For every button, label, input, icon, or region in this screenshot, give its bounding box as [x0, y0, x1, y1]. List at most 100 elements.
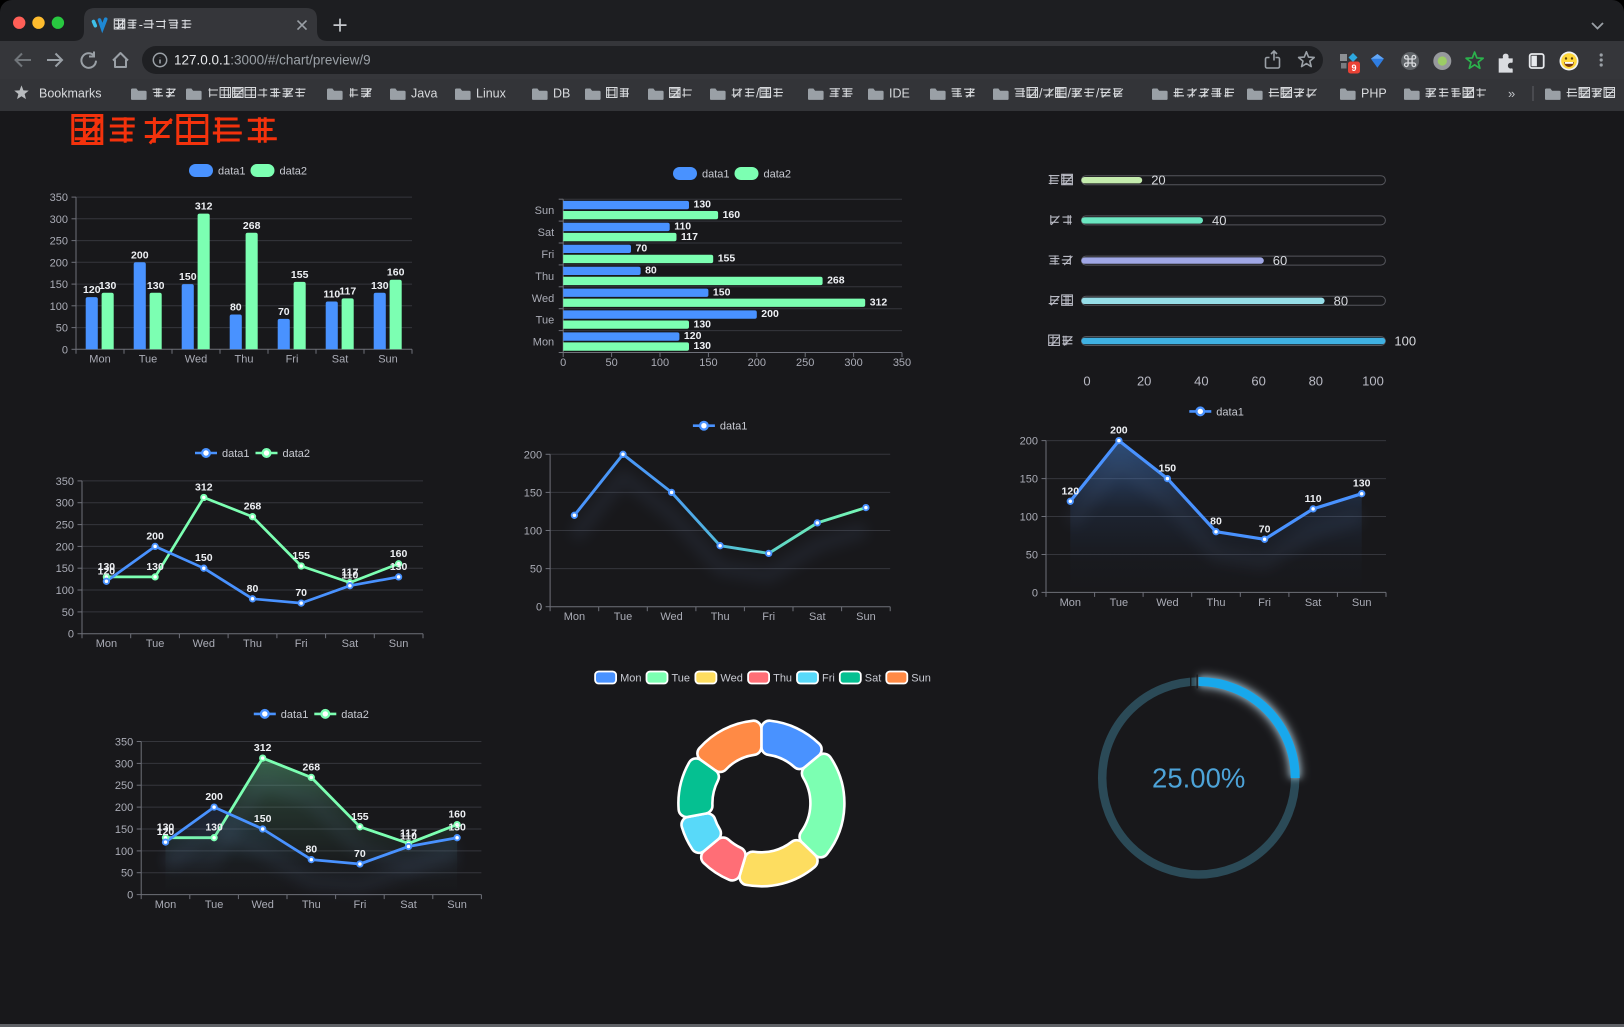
svg-text:150: 150 [50, 279, 68, 291]
svg-text:250: 250 [50, 236, 68, 248]
svg-text:127.0.0.1: 127.0.0.1 [174, 53, 230, 68]
svg-text:120: 120 [684, 330, 702, 342]
svg-text:IDE: IDE [889, 87, 910, 101]
svg-text:data1: data1 [720, 421, 748, 433]
svg-text:Fri: Fri [286, 354, 299, 366]
svg-text:200: 200 [205, 791, 223, 803]
svg-text:Tue: Tue [536, 315, 555, 327]
svg-text:130: 130 [694, 318, 712, 330]
svg-text:0: 0 [62, 344, 68, 356]
svg-text:Sat: Sat [342, 638, 359, 650]
svg-text:200: 200 [146, 530, 164, 542]
svg-text:130: 130 [146, 561, 164, 573]
svg-text:300: 300 [844, 357, 862, 369]
svg-text:Thu: Thu [243, 638, 262, 650]
svg-text:Wed: Wed [720, 673, 742, 685]
svg-text:160: 160 [387, 267, 405, 279]
svg-text:130: 130 [371, 280, 389, 292]
svg-text:200: 200 [56, 541, 74, 553]
svg-text:Mon: Mon [564, 611, 585, 623]
svg-text:150: 150 [195, 552, 213, 564]
svg-text:Mon: Mon [533, 337, 554, 349]
svg-text:110: 110 [1305, 493, 1322, 505]
svg-text:130: 130 [1353, 478, 1371, 490]
svg-text:9: 9 [1351, 63, 1356, 73]
svg-text:120: 120 [1062, 485, 1080, 497]
svg-text:data1: data1 [218, 166, 246, 178]
svg-text:Tue: Tue [672, 673, 691, 685]
svg-text:70: 70 [354, 848, 366, 860]
svg-text:Sun: Sun [1352, 597, 1372, 609]
svg-text:Tue: Tue [205, 899, 224, 911]
svg-text:250: 250 [115, 780, 133, 792]
svg-text:Wed: Wed [185, 354, 207, 366]
svg-text:110: 110 [674, 221, 691, 233]
svg-text:Java: Java [411, 87, 437, 101]
svg-text:Sat: Sat [400, 899, 417, 911]
svg-text:50: 50 [62, 607, 74, 619]
svg-text:Wed: Wed [193, 638, 215, 650]
svg-text:268: 268 [827, 275, 845, 287]
svg-text:Sun: Sun [856, 611, 876, 623]
svg-text:0: 0 [68, 629, 74, 641]
svg-text:100: 100 [56, 585, 74, 597]
svg-text:Sun: Sun [389, 638, 409, 650]
svg-text:312: 312 [195, 201, 213, 213]
svg-text:130: 130 [147, 280, 165, 292]
svg-text:Sun: Sun [447, 899, 467, 911]
svg-text:data1: data1 [281, 709, 309, 721]
svg-text:data2: data2 [283, 448, 311, 460]
svg-text:Fri: Fri [822, 673, 835, 685]
svg-text:120: 120 [83, 284, 101, 296]
svg-text:150: 150 [115, 824, 133, 836]
svg-text:100: 100 [524, 526, 542, 538]
svg-text:100: 100 [1394, 334, 1416, 349]
svg-text:Mon: Mon [620, 673, 641, 685]
svg-text:80: 80 [1334, 293, 1348, 308]
svg-text:130: 130 [694, 199, 712, 211]
svg-text:268: 268 [243, 220, 261, 232]
svg-text:Wed: Wed [1156, 597, 1178, 609]
svg-text:150: 150 [254, 813, 272, 825]
svg-text:Fri: Fri [762, 611, 775, 623]
svg-text:120: 120 [98, 565, 116, 577]
svg-text:50: 50 [56, 323, 68, 335]
svg-text:Thu: Thu [711, 611, 730, 623]
svg-text:117: 117 [681, 231, 698, 243]
svg-text:/: / [1068, 87, 1072, 101]
svg-text:Sat: Sat [1305, 597, 1322, 609]
svg-text:100: 100 [1020, 512, 1038, 524]
svg-text:Thu: Thu [302, 899, 321, 911]
svg-text:80: 80 [230, 302, 242, 314]
svg-text:Sat: Sat [332, 354, 349, 366]
svg-text:0: 0 [1083, 374, 1090, 389]
svg-text:0: 0 [560, 357, 566, 369]
svg-text:»: » [1508, 86, 1515, 101]
svg-text:/: / [1039, 87, 1043, 101]
svg-text:155: 155 [718, 253, 736, 265]
svg-text:40: 40 [1194, 374, 1208, 389]
svg-text:Mon: Mon [1060, 597, 1081, 609]
svg-text:Bookmarks: Bookmarks [39, 87, 102, 101]
svg-text:200: 200 [524, 449, 542, 461]
svg-text:data1: data1 [702, 169, 730, 181]
svg-text:100: 100 [50, 301, 68, 313]
svg-text:Sun: Sun [535, 205, 555, 217]
svg-text:25.00%: 25.00% [1152, 763, 1245, 794]
svg-text:50: 50 [121, 868, 133, 880]
svg-text:/: / [756, 87, 760, 101]
svg-text:Sat: Sat [865, 673, 882, 685]
svg-text:300: 300 [115, 758, 133, 770]
svg-text:130: 130 [157, 822, 175, 834]
svg-text:Wed: Wed [532, 293, 554, 305]
svg-text:200: 200 [1020, 436, 1038, 448]
svg-text:130: 130 [98, 561, 116, 573]
svg-text:Fri: Fri [353, 899, 366, 911]
svg-text:160: 160 [448, 809, 466, 821]
svg-text:Mon: Mon [155, 899, 176, 911]
svg-text:160: 160 [723, 209, 741, 221]
svg-text:data1: data1 [222, 448, 250, 460]
svg-text:160: 160 [390, 548, 408, 560]
svg-text:117: 117 [339, 285, 356, 297]
svg-text:312: 312 [254, 742, 272, 754]
